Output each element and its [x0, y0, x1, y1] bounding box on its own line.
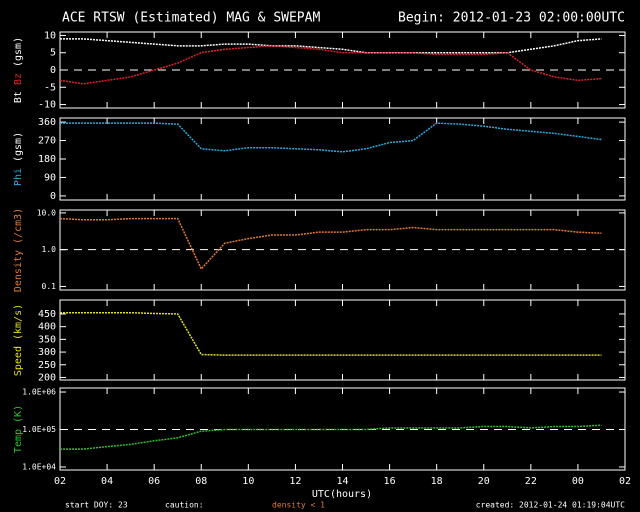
y-tick-label: 1.0	[42, 245, 57, 254]
data-line	[60, 311, 602, 356]
y-tick-label: 350	[38, 334, 56, 345]
x-tick-label: 10	[242, 476, 254, 487]
data-line	[60, 38, 602, 54]
y-axis-label-part: (gsm)	[13, 132, 24, 162]
y-tick-label: 300	[38, 347, 56, 358]
data-line	[59, 217, 602, 271]
begin-time: Begin: 2012-01-23 02:00:00UTC	[398, 11, 625, 26]
x-tick-label: 08	[195, 476, 207, 487]
y-tick-label: 1.0E+04	[22, 462, 56, 471]
y-tick-label: 10.0	[37, 208, 56, 217]
y-axis-label: Bt Bz (gsm)	[13, 37, 24, 103]
data-line	[59, 45, 602, 85]
x-tick-label: 02	[54, 476, 66, 487]
y-axis-label-part: Density (/cm3)	[13, 208, 24, 292]
y-axis-label-part: (gsm)	[13, 37, 24, 67]
y-tick-label: 360	[38, 117, 56, 128]
data-line	[60, 122, 602, 153]
x-tick-label: 14	[336, 476, 348, 487]
y-tick-label: 5	[50, 48, 56, 59]
y-tick-label: 200	[38, 372, 56, 383]
caution-note: density < 1	[272, 501, 325, 510]
caution: caution:	[165, 501, 204, 510]
doy: 23	[118, 501, 128, 510]
x-tick-label: 22	[525, 476, 537, 487]
y-tick-label: 0.1	[42, 282, 57, 291]
y-axis-label: Speed (km/s)	[13, 304, 24, 376]
y-axis-label: Temp (K)	[13, 405, 24, 453]
x-tick-label: 04	[101, 476, 113, 487]
created: created: 2012-01-24 01:19:04UTC	[476, 501, 625, 510]
y-tick-label: 10	[44, 30, 56, 41]
x-tick-label: 12	[289, 476, 301, 487]
y-tick-label: 450	[38, 309, 56, 320]
y-axis-label: Phi (gsm)	[13, 132, 24, 186]
y-tick-label: -5	[44, 82, 56, 93]
x-axis-label: UTC(hours)	[312, 489, 372, 500]
y-axis-label: Density (/cm3)	[13, 208, 24, 292]
y-tick-label: 90	[44, 172, 56, 183]
y-tick-label: 1.0E+06	[22, 388, 56, 397]
x-tick-label: 18	[431, 476, 443, 487]
panel-frame	[59, 117, 626, 201]
doy-label: start DOY:	[65, 501, 113, 510]
y-tick-label: 180	[38, 154, 56, 165]
y-tick-label: 0	[50, 191, 56, 202]
title: ACE RTSW (Estimated) MAG & SWEPAM	[62, 11, 320, 26]
y-axis-label-part: Bt	[13, 91, 24, 103]
y-tick-label: 400	[38, 322, 56, 333]
x-tick-label: 06	[148, 476, 160, 487]
y-tick-label: -10	[38, 100, 56, 111]
y-axis-label-part: Speed (km/s)	[13, 304, 24, 376]
x-tick-label: 02	[619, 476, 631, 487]
y-tick-label: 270	[38, 136, 56, 147]
data-line	[60, 424, 602, 450]
x-tick-label: 20	[478, 476, 490, 487]
y-axis-label-part: Phi	[13, 168, 24, 186]
y-tick-label: 0	[50, 65, 56, 76]
y-tick-label: 250	[38, 360, 56, 371]
y-tick-label: 1.0E+05	[22, 425, 56, 434]
y-axis-label-part: Temp (K)	[13, 405, 24, 453]
panel-frame	[59, 299, 626, 381]
x-tick-label: 00	[572, 476, 584, 487]
y-axis-label-part: Bz	[13, 73, 24, 85]
x-tick-label: 16	[384, 476, 396, 487]
